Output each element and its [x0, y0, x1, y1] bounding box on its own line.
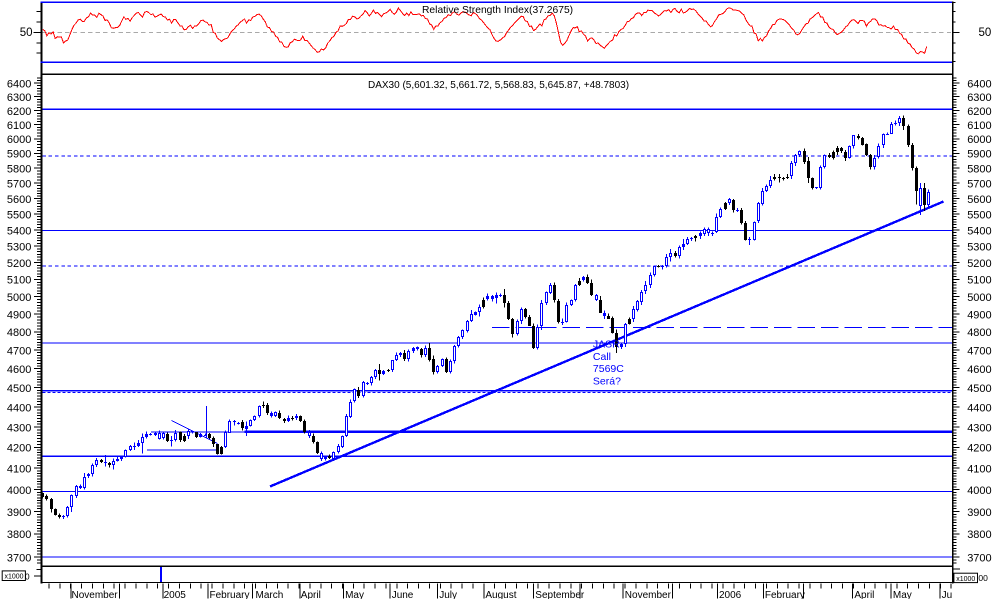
svg-text:5000: 5000: [967, 292, 991, 304]
svg-text:5600: 5600: [967, 194, 991, 206]
svg-text:Será?: Será?: [593, 376, 621, 388]
svg-text:6300: 6300: [967, 92, 991, 104]
svg-text:5300: 5300: [7, 241, 31, 253]
svg-text:2005: 2005: [164, 590, 187, 599]
svg-text:00: 00: [978, 573, 988, 583]
svg-text:April: April: [301, 590, 321, 599]
svg-text:August: August: [485, 590, 516, 599]
svg-text:4200: 4200: [7, 443, 31, 455]
svg-text:4700: 4700: [7, 345, 31, 357]
svg-text:4400: 4400: [7, 402, 31, 414]
svg-text:6300: 6300: [7, 92, 31, 104]
svg-text:5200: 5200: [967, 258, 991, 270]
svg-text:4200: 4200: [967, 443, 991, 455]
svg-text:May: May: [345, 590, 364, 599]
svg-text:6200: 6200: [7, 106, 31, 118]
svg-text:5900: 5900: [7, 149, 31, 161]
svg-text:5100: 5100: [7, 275, 31, 287]
svg-text:x1000: x1000: [956, 576, 975, 583]
svg-text:JASR: JASR: [593, 339, 620, 351]
svg-text:4900: 4900: [967, 309, 991, 321]
svg-text:4800: 4800: [967, 327, 991, 339]
svg-text:50: 50: [979, 27, 992, 39]
svg-text:4300: 4300: [7, 422, 31, 434]
svg-text:3900: 3900: [7, 507, 31, 519]
svg-text:4000: 4000: [967, 485, 991, 497]
svg-text:Ju: Ju: [942, 590, 953, 599]
svg-text:6400: 6400: [7, 78, 31, 90]
svg-text:4700: 4700: [967, 345, 991, 357]
svg-text:5500: 5500: [7, 209, 31, 221]
svg-text:4100: 4100: [967, 463, 991, 475]
svg-text:5100: 5100: [967, 275, 991, 287]
svg-text:4800: 4800: [7, 327, 31, 339]
svg-text:4500: 4500: [967, 383, 991, 395]
svg-text:3800: 3800: [7, 529, 31, 541]
svg-text:7569C: 7569C: [593, 363, 624, 375]
svg-text:6100: 6100: [967, 120, 991, 132]
svg-text:February: February: [765, 590, 805, 599]
svg-text:6000: 6000: [7, 134, 31, 146]
svg-text:5800: 5800: [967, 163, 991, 175]
svg-text:5700: 5700: [967, 178, 991, 190]
svg-text:0: 0: [25, 571, 30, 581]
svg-text:5800: 5800: [7, 163, 31, 175]
svg-text:4300: 4300: [967, 422, 991, 434]
svg-text:November: November: [72, 590, 119, 599]
svg-text:April: April: [854, 590, 874, 599]
svg-text:5700: 5700: [7, 178, 31, 190]
svg-text:4000: 4000: [7, 485, 31, 497]
svg-text:5600: 5600: [7, 194, 31, 206]
svg-text:5200: 5200: [7, 258, 31, 270]
svg-text:4600: 4600: [967, 364, 991, 376]
svg-text:5500: 5500: [967, 209, 991, 221]
svg-text:September: September: [535, 590, 585, 599]
svg-text:3700: 3700: [7, 552, 31, 564]
svg-text:5000: 5000: [7, 292, 31, 304]
svg-text:May: May: [893, 590, 912, 599]
svg-text:Relative Strength Index(37.267: Relative Strength Index(37.2675): [422, 5, 573, 16]
svg-text:6200: 6200: [967, 106, 991, 118]
svg-text:4600: 4600: [7, 364, 31, 376]
svg-text:5400: 5400: [7, 225, 31, 237]
svg-text:3800: 3800: [967, 529, 991, 541]
svg-text:4900: 4900: [7, 309, 31, 321]
svg-text:March: March: [256, 590, 284, 599]
svg-text:5300: 5300: [967, 241, 991, 253]
svg-text:x1000: x1000: [5, 574, 24, 581]
svg-text:November: November: [625, 590, 672, 599]
svg-text:4500: 4500: [7, 383, 31, 395]
svg-text:5900: 5900: [967, 149, 991, 161]
svg-text:June: June: [392, 590, 414, 599]
svg-text:Call: Call: [593, 351, 611, 363]
svg-text:July: July: [439, 590, 457, 599]
svg-text:6400: 6400: [967, 78, 991, 90]
svg-text:6000: 6000: [967, 134, 991, 146]
svg-text:3900: 3900: [967, 507, 991, 519]
svg-text:2006: 2006: [719, 590, 742, 599]
svg-text:4400: 4400: [967, 402, 991, 414]
svg-text:5400: 5400: [967, 225, 991, 237]
svg-text:4100: 4100: [7, 463, 31, 475]
svg-text:50: 50: [20, 27, 33, 39]
svg-text:February: February: [210, 590, 250, 599]
svg-text:3700: 3700: [967, 552, 991, 564]
svg-text:DAX30 (5,601.32, 5,661.72, 5,5: DAX30 (5,601.32, 5,661.72, 5,568.83, 5,6…: [368, 80, 629, 91]
svg-text:6100: 6100: [7, 120, 31, 132]
